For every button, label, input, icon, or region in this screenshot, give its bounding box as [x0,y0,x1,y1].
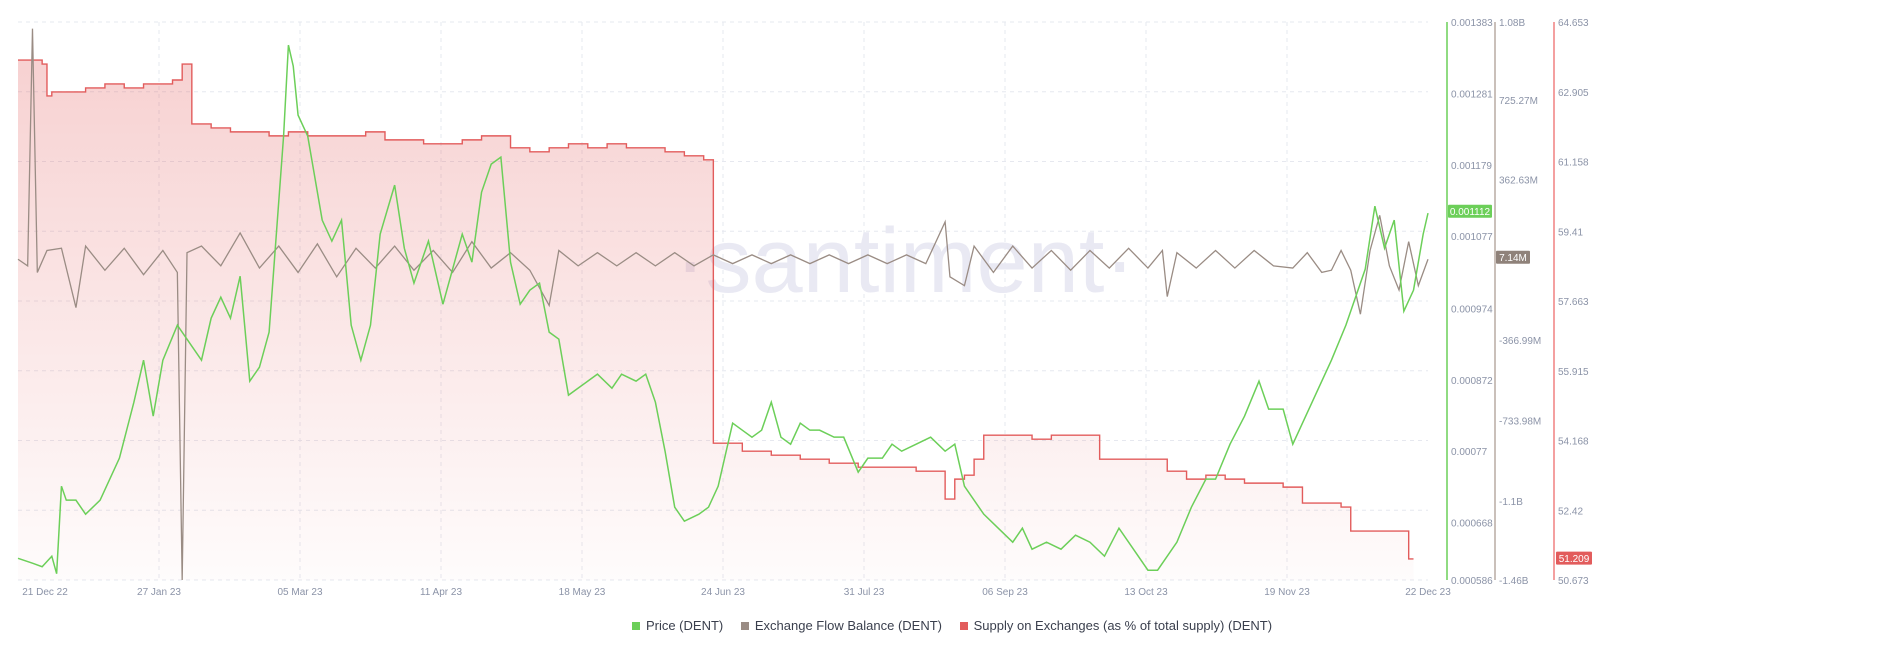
legend-swatch-price [631,622,640,630]
series-area-supply [18,60,1414,580]
price-tick-label: 0.000872 [1451,376,1493,387]
watermark: ·santiment· [675,210,1135,312]
supply-tick-label: 55.915 [1558,367,1589,378]
flow-tick-label: -366.99M [1499,336,1541,347]
price-tick-label: 0.000586 [1451,576,1493,587]
price-tick-label: 0.000668 [1451,519,1493,530]
legend-item-flow[interactable]: Exchange Flow Balance (DENT) [740,618,942,633]
x-tick-label: 31 Jul 23 [844,587,885,598]
flow-tick-label: 1.08B [1499,18,1525,29]
x-tick-label: 19 Nov 23 [1264,587,1310,598]
supply-current-badge: 51.209 [1559,554,1590,565]
price-tick-label: 0.001383 [1451,18,1493,29]
x-tick-label: 22 Dec 23 [1405,587,1451,598]
x-tick-label: 18 May 23 [559,587,606,598]
flow-tick-label: 725.27M [1499,96,1538,107]
flow-current-badge: 7.14M [1499,253,1527,264]
x-tick-label: 06 Sep 23 [982,587,1028,598]
supply-tick-label: 54.168 [1558,437,1589,448]
flow-current-badge-bg [1496,250,1530,264]
price-tick-label: 0.001077 [1451,232,1493,243]
price-tick-label: 0.00077 [1451,447,1488,458]
x-tick-label: 13 Oct 23 [1124,587,1168,598]
series-line-price [17,44,1429,574]
axes-layer: 21 Dec 22 27 Jan 23 05 Mar 23 11 Apr 23 18 M… [22,18,1592,598]
legend-item-supply[interactable]: Supply on Exchanges (as % of total suppl… [959,618,1273,633]
legend-swatch-flow [740,622,749,630]
series-line-supply [18,59,1414,560]
supply-tick-label: 50.673 [1558,576,1589,587]
price-tick-label: 0.001179 [1451,161,1492,172]
supply-tick-label: 59.41 [1558,227,1583,238]
x-tick-label: 21 Dec 22 [22,587,68,598]
legend-label-supply: Supply on Exchanges (as % of total suppl… [973,618,1273,633]
series-layer [17,28,1429,581]
series-line-flow [17,28,1429,581]
legend-swatch-supply [959,622,968,630]
supply-tick-label: 61.158 [1558,158,1589,169]
legend: Price (DENT) Exchange Flow Balance (DENT… [0,618,1904,633]
flow-tick-label: 362.63M [1499,176,1538,187]
x-tick-label: 11 Apr 23 [420,587,463,598]
flow-tick-label: -733.98M [1499,417,1541,428]
x-tick-label: 24 Jun 23 [701,587,745,598]
price-tick-label: 0.001281 [1451,89,1493,100]
price-tick-label: 0.000974 [1451,304,1493,315]
flow-tick-label: -1.1B [1499,497,1523,508]
legend-item-price[interactable]: Price (DENT) [631,618,724,633]
x-tick-label: 05 Mar 23 [277,587,322,598]
supply-tick-label: 57.663 [1558,297,1589,308]
legend-label-price: Price (DENT) [645,618,724,633]
supply-tick-label: 64.653 [1558,18,1589,29]
supply-tick-label: 52.42 [1558,506,1583,517]
supply-tick-label: 62.905 [1558,88,1589,99]
price-current-badge-bg [1448,204,1492,218]
price-current-badge: 0.001112 [1450,207,1491,218]
x-tick-label: 27 Jan 23 [137,587,181,598]
supply-current-badge-bg [1556,551,1592,565]
legend-label-flow: Exchange Flow Balance (DENT) [754,618,942,633]
flow-tick-label: -1.46B [1499,576,1529,587]
